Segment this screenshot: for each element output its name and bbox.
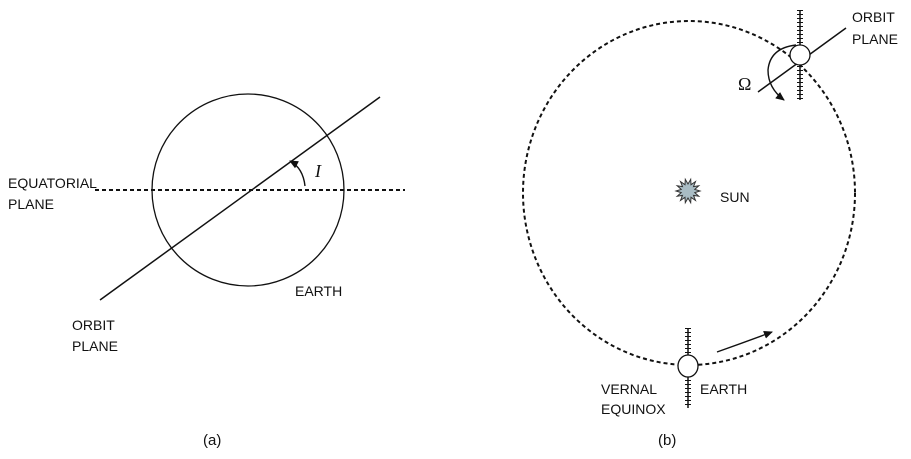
- inclination-arc: [289, 160, 306, 187]
- label: PLANE: [72, 338, 118, 354]
- label: VERNAL: [601, 381, 657, 397]
- orbit-line: [99, 96, 381, 301]
- panel-a: [95, 93, 405, 301]
- label: SUN: [720, 189, 750, 205]
- caption: (a): [203, 432, 221, 449]
- label: EARTH: [700, 381, 747, 397]
- label: ORBIT: [72, 317, 115, 333]
- orbit-ellipse: [522, 20, 856, 366]
- label: PLANE: [8, 196, 54, 212]
- caption: (b): [658, 432, 676, 449]
- label: ORBIT: [852, 9, 895, 25]
- label: PLANE: [852, 31, 898, 47]
- label: EARTH: [295, 283, 342, 299]
- symbol: I: [314, 161, 322, 181]
- motion-arrow: [716, 331, 773, 353]
- earth-circle: [789, 44, 811, 66]
- label: EQUATORIAL: [8, 175, 97, 191]
- node-arc: [767, 44, 797, 101]
- symbol: Ω: [738, 74, 751, 94]
- sun: [674, 177, 702, 205]
- label: EQUINOX: [601, 401, 666, 417]
- panel-b: [522, 10, 856, 408]
- earth-circle: [677, 354, 699, 378]
